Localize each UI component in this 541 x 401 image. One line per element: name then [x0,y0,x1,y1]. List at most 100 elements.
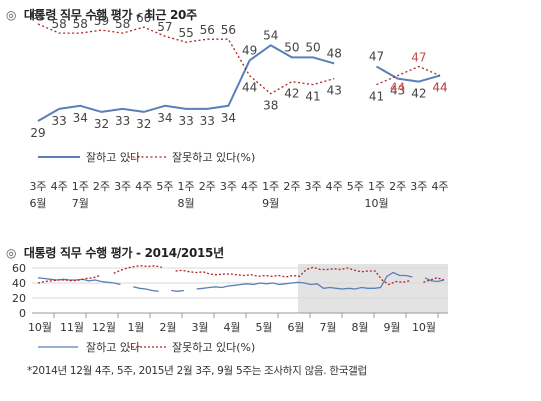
disapprove-value-label: 58 [73,17,88,31]
disapprove-value-label: 44 [242,81,257,95]
x-month-label: 5월 [255,321,272,334]
x-tick-label: 3주 [220,180,237,193]
disapprove-value-label: 55 [178,26,193,40]
approve-line-segment [196,271,413,290]
approve-value-label: 48 [327,46,342,60]
y-tick-label: 0 [19,307,26,320]
approve-value-label: 33 [52,114,67,128]
disapprove-value-label: 44 [432,81,447,95]
approve-value-label: 34 [73,111,88,125]
x-tick-label: 3주 [29,180,46,193]
disapprove-value-label: 60 [136,11,151,25]
chart-2-title-text: 대통령 직무 수행 평가 - 2014/2015년 [23,246,224,260]
x-tick-label: 1주 [262,180,279,193]
disapprove-line-segment [37,274,101,284]
disapprove-value-label: 58 [115,17,130,31]
approve-line-segment [171,289,184,292]
x-tick-label: 5주 [347,180,364,193]
approve-value-label: 32 [94,117,109,131]
x-tick-label: 2주 [93,180,110,193]
approve-value-label: 33 [115,114,130,128]
legend-approve-label: 잘하고 있다 [86,150,140,164]
x-tick-label: 3주 [304,180,321,193]
disapprove-line-segment [37,23,335,95]
approve-value-label: 32 [136,117,151,131]
disapprove-value-label: 59 [94,14,109,28]
x-month-label: 2월 [159,321,176,334]
approve-value-label: 44 [432,81,447,95]
x-month-label: 8월 [178,197,195,210]
x-month-label: 11월 [60,321,84,334]
legend-disapprove-label: 잘못하고 있다(%) [172,340,255,354]
x-tick-label: 2주 [199,180,216,193]
disapprove-value-label: 56 [221,23,236,37]
x-month-label: 9월 [383,321,400,334]
x-tick-label: 4주 [51,180,68,193]
disapprove-value-label: 58 [52,17,67,31]
x-tick-label: 1주 [72,180,89,193]
legend-disapprove-label: 잘못하고 있다(%) [172,150,255,164]
x-month-label: 8월 [351,321,368,334]
x-tick-label: 2주 [283,180,300,193]
disapprove-value-label: 44 [390,81,405,95]
disapprove-line-segment [113,265,163,274]
x-month-label: 7월 [319,321,336,334]
chart-1-title: ◎ 대통령 직무 수행 평가 - 최근 20주 [6,6,197,23]
chart-2-title: ◎ 대통령 직무 수행 평가 - 2014/2015년 [6,244,224,261]
approve-value-label: 43 [390,84,405,98]
approve-value-label: 50 [284,40,299,54]
x-month-label: 10월 [364,197,388,210]
x-month-label: 10월 [412,321,436,334]
disapprove-value-label: 56 [200,23,215,37]
approve-value-label: 49 [242,43,257,57]
x-month-label: 6월 [29,197,46,210]
approve-line-segment [424,277,445,283]
x-tick-label: 4주 [326,180,343,193]
y-tick-label: 60 [12,262,26,275]
approve-line-segment [376,65,441,83]
disapprove-value-label: 57 [157,20,172,34]
approve-value-label: 42 [411,87,426,101]
title-bullet-icon: ◎ [6,246,17,260]
legend-approve-label: 잘하고 있다 [86,340,140,354]
approve-line-segment [37,44,335,122]
x-tick-label: 1주 [178,180,195,193]
x-tick-label: 3주 [410,180,427,193]
x-month-label: 6월 [287,321,304,334]
approve-value-label: 33 [178,114,193,128]
y-tick-label: 40 [12,277,26,290]
x-tick-label: 3주 [114,180,131,193]
x-tick-label: 5주 [156,180,173,193]
x-tick-label: 1주 [368,180,385,193]
chart-1-title-text: 대통령 직무 수행 평가 - 최근 20주 [23,8,197,22]
approve-value-label: 29 [30,126,45,140]
y-tick-label: 20 [12,292,26,305]
x-month-label: 4월 [223,321,240,334]
approve-line-segment [133,286,159,292]
approve-value-label: 54 [263,28,278,42]
x-tick-label: 4주 [135,180,152,193]
x-month-label: 3월 [191,321,208,334]
disapprove-value-label: 47 [411,50,426,64]
approve-value-label: 47 [369,49,384,63]
x-month-label: 10월 [28,321,52,334]
x-tick-label: 2주 [389,180,406,193]
disapprove-value-label: 42 [284,87,299,101]
x-month-label: 7월 [72,197,89,210]
disapprove-value-label: 41 [369,90,384,104]
approve-value-label: 34 [221,111,236,125]
disapprove-value-label: 61 [30,8,45,22]
x-month-label: 12월 [92,321,116,334]
x-tick-label: 4주 [241,180,258,193]
approve-value-label: 34 [157,111,172,125]
approve-value-label: 33 [200,114,215,128]
footnote: *2014년 12월 4주, 5주, 2015년 2월 3주, 9월 5주는 조… [27,365,367,377]
x-tick-label: 4주 [431,180,448,193]
disapprove-value-label: 41 [305,90,320,104]
approve-value-label: 50 [305,40,320,54]
disapprove-value-label: 43 [327,84,342,98]
disapprove-value-label: 38 [263,99,278,113]
title-bullet-icon: ◎ [6,8,17,22]
x-month-label: 9월 [262,197,279,210]
